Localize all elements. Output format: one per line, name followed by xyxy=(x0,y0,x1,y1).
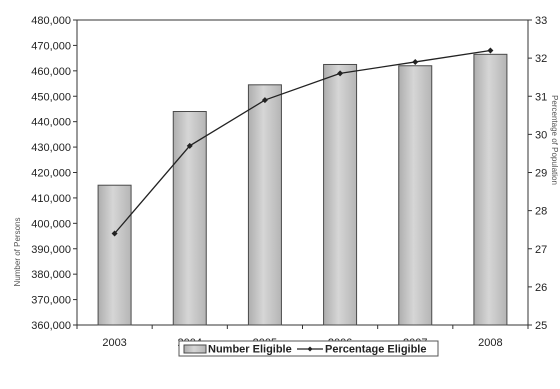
plot-frame xyxy=(76,19,529,326)
right-tick-label: 32 xyxy=(535,53,547,65)
left-axis-title: Number of Persons xyxy=(13,218,22,287)
left-tick-label: 360,000 xyxy=(31,320,71,332)
legend-line-label: Percentage Eligible xyxy=(325,344,426,356)
right-tick-label: 27 xyxy=(535,244,547,256)
left-tick-label: 470,000 xyxy=(31,40,71,52)
point-2007 xyxy=(412,58,419,65)
left-tick-label: 380,000 xyxy=(31,269,71,281)
bar-2003 xyxy=(97,184,132,326)
right-tick-label: 30 xyxy=(535,129,547,141)
bar-2005 xyxy=(247,84,282,326)
left-tick-label: 390,000 xyxy=(31,244,71,256)
bar-2006 xyxy=(323,63,358,326)
left-tick-label: 410,000 xyxy=(31,193,71,205)
bar-series xyxy=(97,53,508,326)
left-tick-label: 370,000 xyxy=(31,295,71,307)
point-2005 xyxy=(261,97,268,104)
bar-2007 xyxy=(398,65,433,326)
right-tick-label: 28 xyxy=(535,206,547,218)
line-series xyxy=(111,47,494,237)
right-y-axis: 25 26 27 28 29 30 31 32 33 xyxy=(528,15,547,332)
left-tick-label: 400,000 xyxy=(31,218,71,230)
legend-bar-swatch xyxy=(183,344,207,354)
right-tick-label: 29 xyxy=(535,168,547,180)
left-tick-label: 460,000 xyxy=(31,66,71,78)
right-tick-label: 25 xyxy=(535,320,547,332)
percentage-line xyxy=(114,49,491,234)
legend-bar-label: Number Eligible xyxy=(208,344,292,356)
bar-2008 xyxy=(473,53,508,326)
right-tick-label: 33 xyxy=(535,15,547,27)
x-tick-label: 2008 xyxy=(478,337,502,349)
legend: Number Eligible Percentage Eligible xyxy=(178,340,439,357)
point-2004 xyxy=(186,142,193,149)
plot-area-border xyxy=(76,19,529,326)
legend-line-marker xyxy=(307,346,313,352)
right-axis-title: Percentage of Population xyxy=(550,95,559,185)
point-2006 xyxy=(337,70,344,77)
left-tick-label: 440,000 xyxy=(31,117,71,129)
left-tick-label: 430,000 xyxy=(31,142,71,154)
left-tick-label: 420,000 xyxy=(31,168,71,180)
point-2008 xyxy=(487,47,494,54)
point-2003 xyxy=(111,230,118,237)
x-tick-label: 2003 xyxy=(102,337,126,349)
right-tick-label: 26 xyxy=(535,282,547,294)
left-y-axis: 360,000 370,000 380,000 390,000 400,000 410,0… xyxy=(31,15,77,332)
left-tick-label: 450,000 xyxy=(31,91,71,103)
left-tick-label: 480,000 xyxy=(31,15,71,27)
right-tick-label: 31 xyxy=(535,91,547,103)
